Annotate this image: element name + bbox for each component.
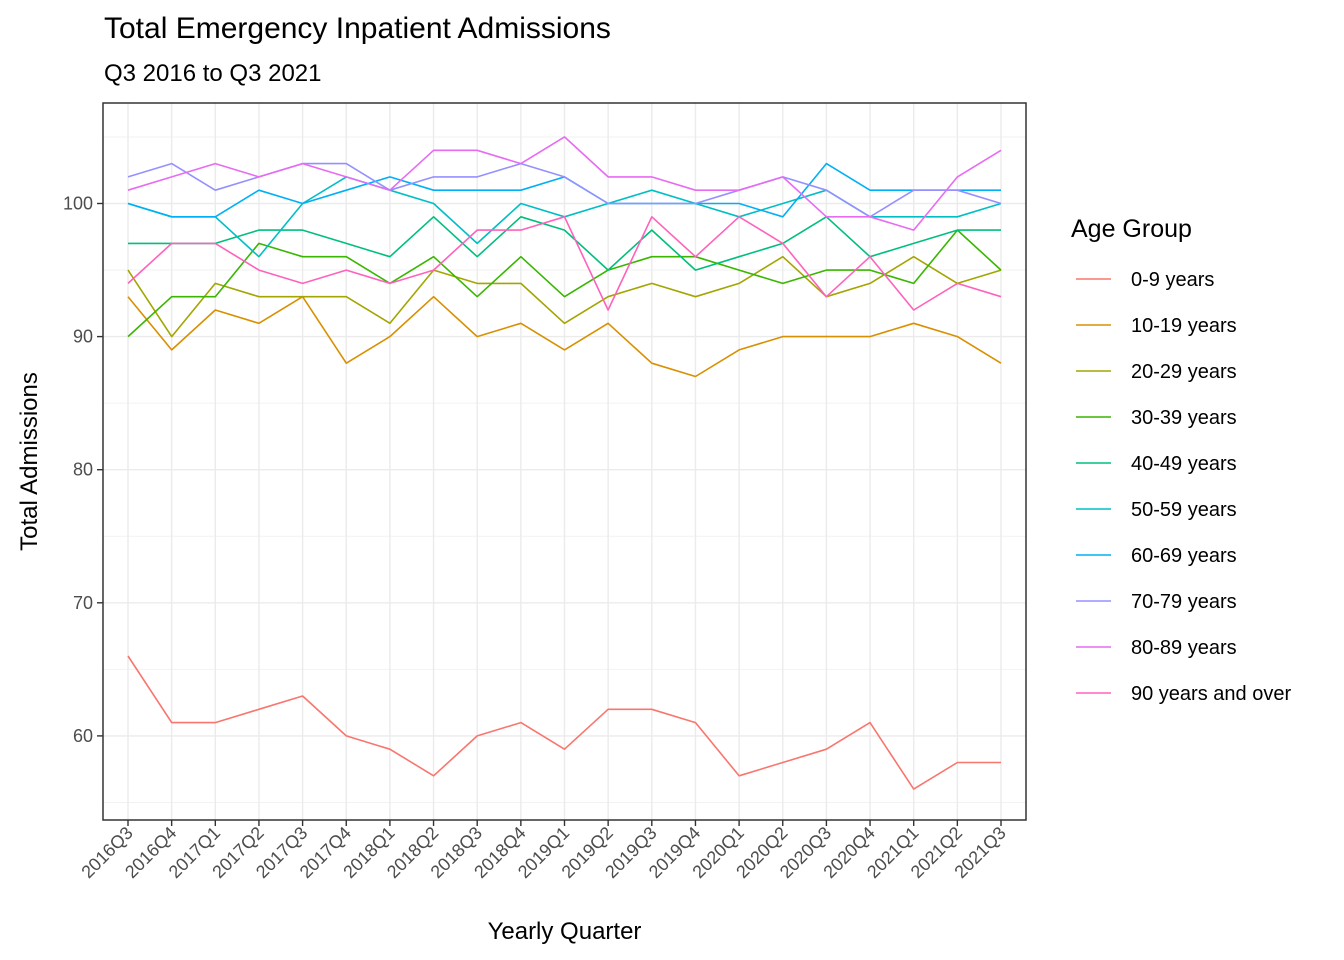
y-tick-label: 70 (73, 593, 93, 613)
series-lines (127, 136, 1002, 790)
legend-label: 40-49 years (1131, 453, 1237, 475)
y-tick-label: 100 (63, 194, 93, 214)
legend-label: 20-29 years (1131, 361, 1237, 383)
y-axis-ticks: 60 70 80 90 100 (63, 194, 103, 746)
legend-label: 30-39 years (1131, 407, 1237, 429)
series-line-10-19-years (127, 295, 1002, 378)
legend-label: 10-19 years (1131, 315, 1237, 337)
grid-lines (103, 103, 1026, 820)
legend-label: 70-79 years (1131, 591, 1237, 613)
legend-label: 0-9 years (1131, 269, 1214, 291)
chart-subtitle: Q3 2016 to Q3 2021 (104, 60, 322, 87)
x-axis-ticks: 2016Q32016Q42017Q12017Q22017Q32017Q42018… (77, 820, 1010, 882)
series-line-40-49-years (128, 216, 1001, 271)
legend-label: 90 years and over (1131, 683, 1291, 705)
series-line-20-29-years (127, 255, 1002, 338)
y-tick-label: 60 (73, 726, 93, 746)
legend-label: 60-69 years (1131, 545, 1237, 567)
series-line-80-89-years (127, 136, 1002, 231)
series-line-90-years-and-over (127, 216, 1002, 311)
y-tick-label: 90 (73, 327, 93, 347)
legend-label: 50-59 years (1131, 499, 1237, 521)
legend: Age Group 0-9 years 10-19 years 20-29 year… (1071, 215, 1291, 705)
x-axis-title: Yearly Quarter (488, 918, 642, 945)
y-axis-title: Total Admissions (16, 372, 43, 551)
chart-title: Total Emergency Inpatient Admissions (104, 12, 611, 45)
legend-title: Age Group (1071, 215, 1192, 243)
legend-label: 80-89 years (1131, 637, 1237, 659)
series-line-0-9-years (127, 655, 1001, 790)
y-tick-label: 80 (73, 460, 93, 480)
